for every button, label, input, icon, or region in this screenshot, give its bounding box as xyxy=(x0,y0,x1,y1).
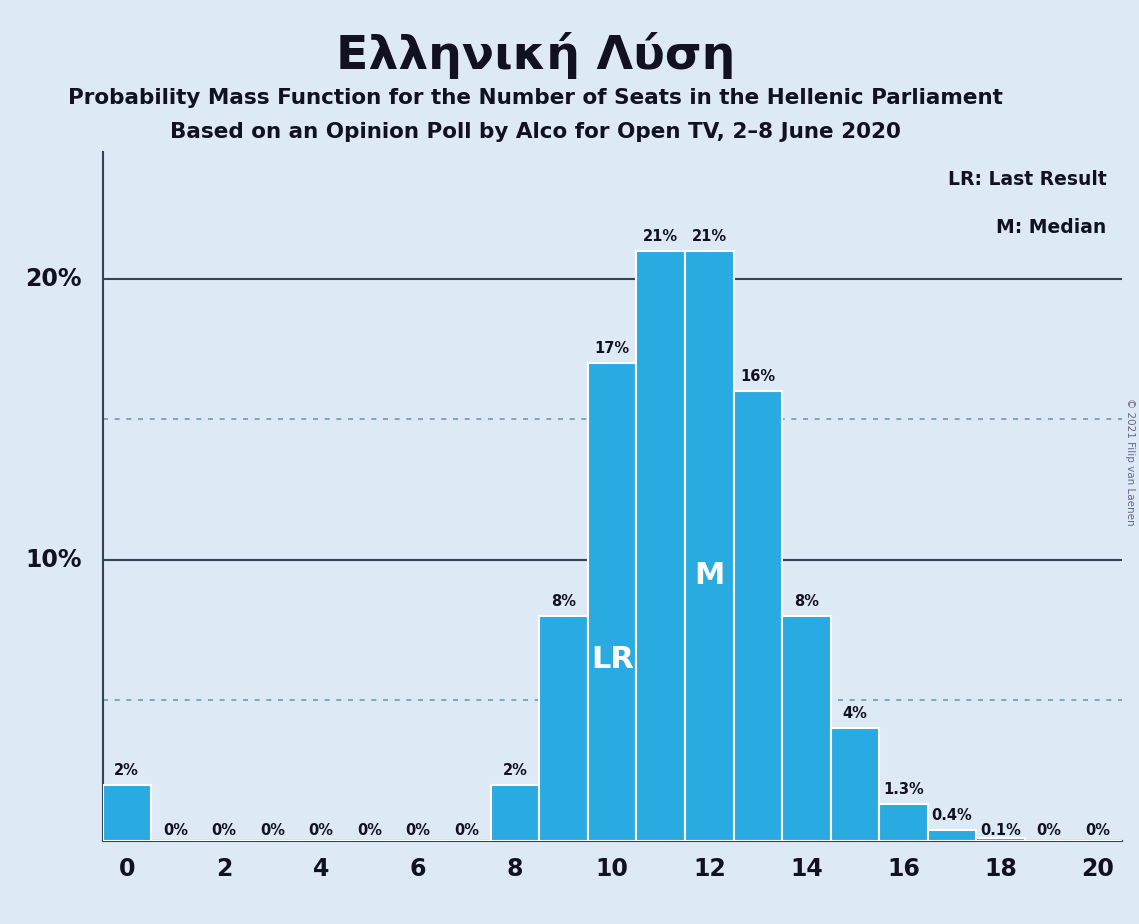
Bar xyxy=(734,391,782,841)
Text: 0%: 0% xyxy=(163,823,188,838)
Text: Based on an Opinion Poll by Alco for Open TV, 2–8 June 2020: Based on an Opinion Poll by Alco for Ope… xyxy=(170,122,901,142)
Text: 0%: 0% xyxy=(212,823,237,838)
Text: © 2021 Filip van Laenen: © 2021 Filip van Laenen xyxy=(1125,398,1134,526)
Text: 0%: 0% xyxy=(357,823,382,838)
Bar xyxy=(782,616,830,841)
Text: Probability Mass Function for the Number of Seats in the Hellenic Parliament: Probability Mass Function for the Number… xyxy=(68,88,1002,108)
Text: LR: Last Result: LR: Last Result xyxy=(948,170,1107,188)
Text: 17%: 17% xyxy=(595,341,630,356)
Bar xyxy=(879,804,928,841)
Bar xyxy=(976,838,1025,841)
Text: 8%: 8% xyxy=(794,594,819,609)
Bar xyxy=(637,250,685,841)
Text: 20%: 20% xyxy=(25,267,82,291)
Text: 0%: 0% xyxy=(1085,823,1111,838)
Text: Ελληνική Λύση: Ελληνική Λύση xyxy=(336,32,735,79)
Text: 1.3%: 1.3% xyxy=(883,783,924,797)
Bar xyxy=(685,250,734,841)
Text: 2%: 2% xyxy=(114,762,139,778)
Bar xyxy=(588,363,637,841)
Bar xyxy=(540,616,588,841)
Text: LR: LR xyxy=(591,645,633,674)
Text: 0.1%: 0.1% xyxy=(981,823,1021,838)
Text: 0.4%: 0.4% xyxy=(932,808,973,822)
Text: 21%: 21% xyxy=(691,229,727,244)
Text: M: M xyxy=(694,561,724,590)
Text: M: Median: M: Median xyxy=(997,218,1107,237)
Text: 0%: 0% xyxy=(260,823,285,838)
Text: 8%: 8% xyxy=(551,594,576,609)
Text: 0%: 0% xyxy=(309,823,334,838)
Text: 0%: 0% xyxy=(454,823,480,838)
Text: 0%: 0% xyxy=(405,823,431,838)
Bar xyxy=(491,784,540,841)
Text: 0%: 0% xyxy=(1036,823,1062,838)
Bar xyxy=(103,784,151,841)
Text: 2%: 2% xyxy=(502,762,527,778)
Text: 21%: 21% xyxy=(644,229,679,244)
Bar xyxy=(830,728,879,841)
Text: 10%: 10% xyxy=(25,548,82,572)
Text: 16%: 16% xyxy=(740,370,776,384)
Bar xyxy=(928,830,976,841)
Text: 4%: 4% xyxy=(843,707,868,722)
